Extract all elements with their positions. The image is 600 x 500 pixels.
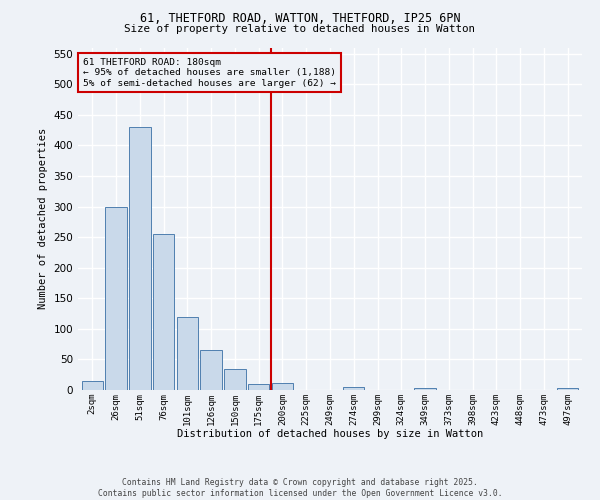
Bar bbox=[224, 368, 245, 390]
Bar bbox=[272, 382, 293, 390]
Bar bbox=[343, 387, 364, 390]
Bar bbox=[106, 206, 127, 390]
Text: 61, THETFORD ROAD, WATTON, THETFORD, IP25 6PN: 61, THETFORD ROAD, WATTON, THETFORD, IP2… bbox=[140, 12, 460, 26]
Bar bbox=[176, 316, 198, 390]
X-axis label: Distribution of detached houses by size in Watton: Distribution of detached houses by size … bbox=[177, 429, 483, 439]
Bar bbox=[82, 381, 103, 390]
Bar bbox=[200, 350, 222, 390]
Bar bbox=[129, 127, 151, 390]
Text: 61 THETFORD ROAD: 180sqm
← 95% of detached houses are smaller (1,188)
5% of semi: 61 THETFORD ROAD: 180sqm ← 95% of detach… bbox=[83, 58, 336, 88]
Bar bbox=[153, 234, 174, 390]
Bar bbox=[415, 388, 436, 390]
Text: Size of property relative to detached houses in Watton: Size of property relative to detached ho… bbox=[125, 24, 476, 34]
Bar bbox=[557, 388, 578, 390]
Y-axis label: Number of detached properties: Number of detached properties bbox=[38, 128, 48, 310]
Bar bbox=[248, 384, 269, 390]
Text: Contains HM Land Registry data © Crown copyright and database right 2025.
Contai: Contains HM Land Registry data © Crown c… bbox=[98, 478, 502, 498]
